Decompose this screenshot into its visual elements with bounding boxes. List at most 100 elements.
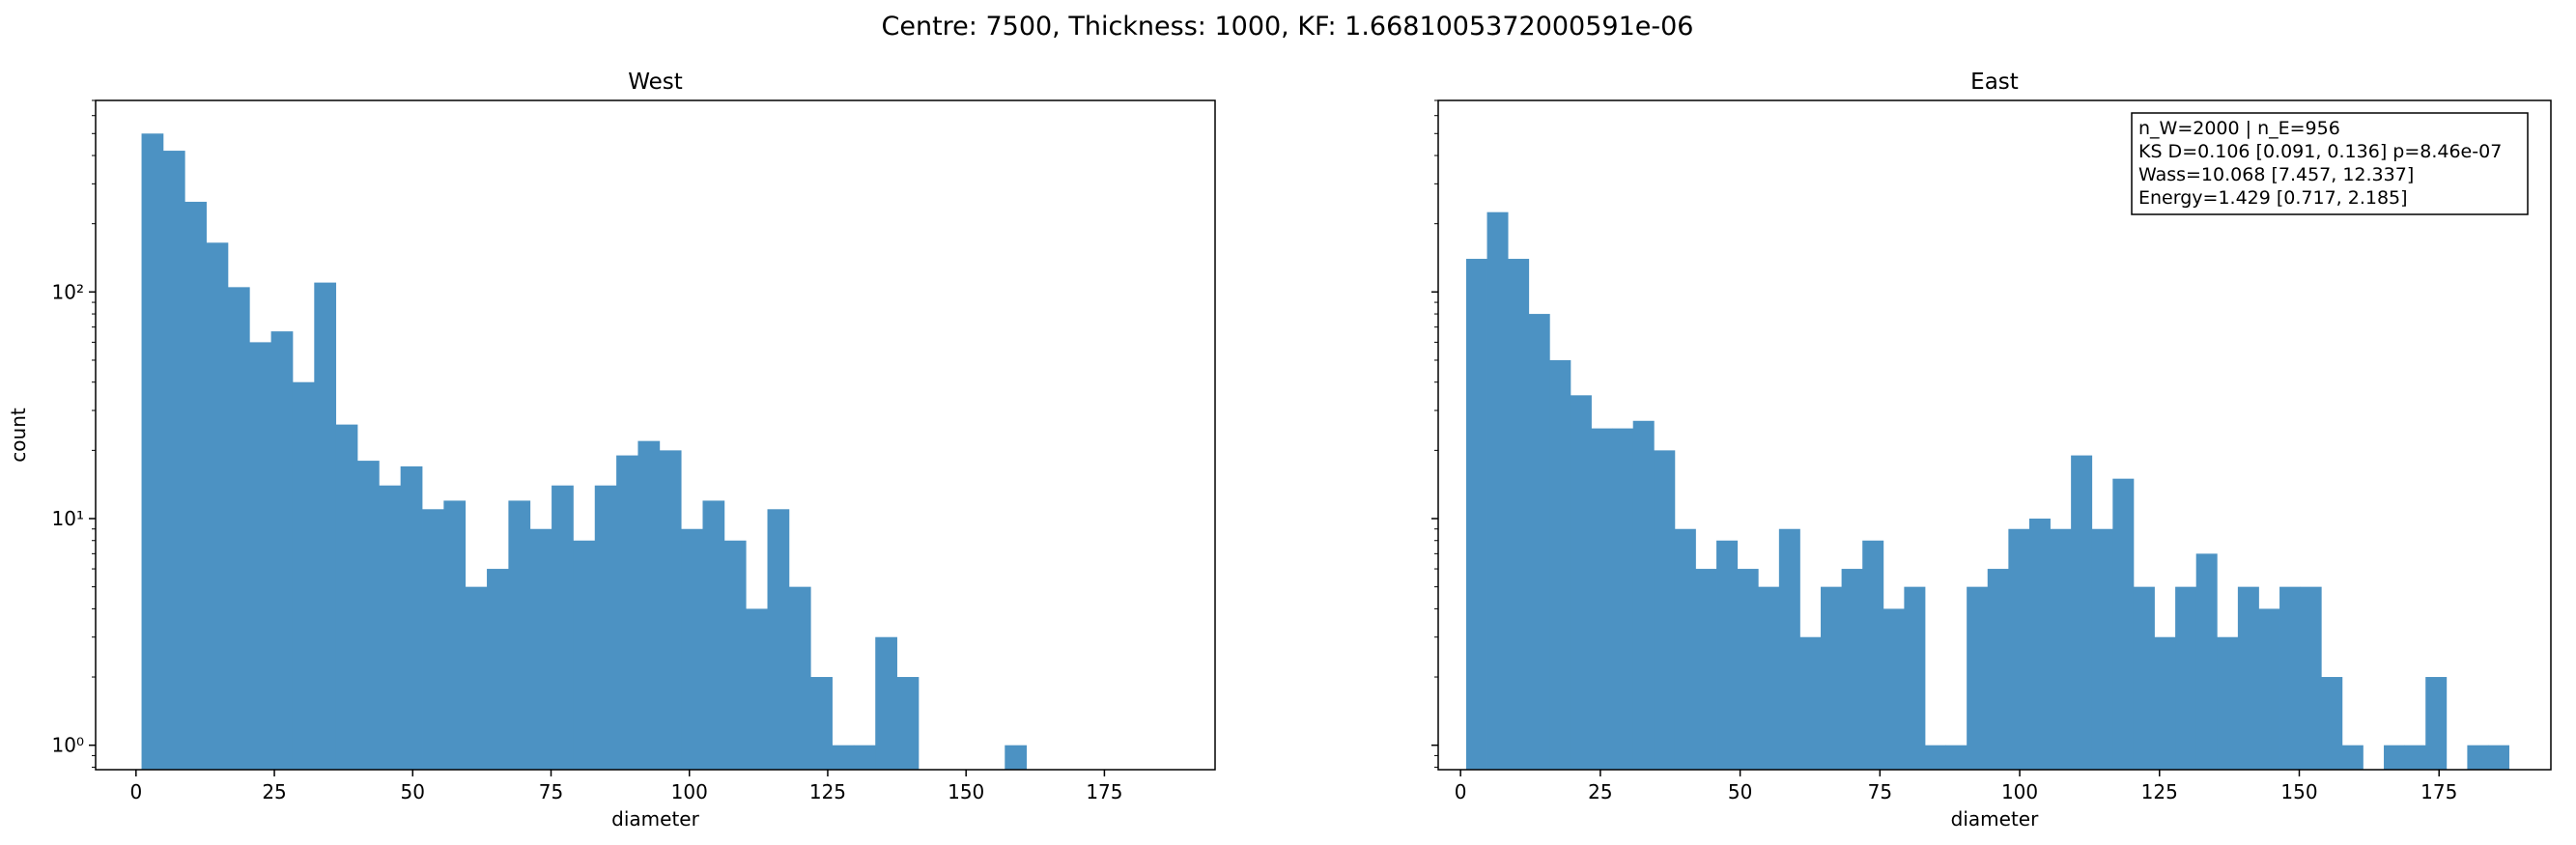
east-histogram-bar	[2028, 519, 2051, 770]
east-histogram-bar	[1716, 540, 1739, 770]
east-x-tick-label: 150	[2280, 780, 2317, 803]
east-histogram-bar	[2195, 553, 2218, 770]
east-histogram-bar	[1862, 540, 1884, 770]
east-y-ticks	[1431, 99, 1438, 768]
west-histogram-bar	[702, 500, 725, 770]
east-histogram-bar	[1924, 745, 1946, 770]
west-histogram-bar	[616, 455, 638, 770]
west-histogram-bar	[249, 342, 272, 770]
east-histogram-bar	[2008, 528, 2030, 770]
west-histogram-bar	[529, 528, 552, 770]
east-title: East	[1970, 70, 2019, 95]
west-x-axis-label: diameter	[611, 807, 699, 831]
east-histogram-bar	[2384, 745, 2406, 770]
figure-suptitle: Centre: 7500, Thickness: 1000, KF: 1.668…	[882, 12, 1694, 42]
east-histogram-bar	[1758, 586, 1780, 770]
east-x-tick-label: 100	[2001, 780, 2038, 803]
east-x-tick-label: 0	[1455, 780, 1467, 803]
west-histogram-bar	[832, 745, 855, 770]
west-y-tick-label: 10²	[52, 280, 84, 303]
east-histogram-bar	[1778, 528, 1800, 770]
west-histogram-bar	[270, 331, 294, 770]
west-histogram-bar	[206, 242, 229, 771]
east-histogram-bar	[1549, 359, 1571, 770]
east-histogram-bar	[1695, 569, 1717, 770]
east-histogram-bar	[2404, 745, 2426, 770]
east-histogram-bar	[2071, 455, 2093, 770]
west-histogram-bar	[767, 509, 790, 770]
east-axes-frame	[1437, 99, 2552, 771]
east-histogram-bar	[1508, 259, 1530, 770]
west-histogram-bar	[594, 485, 617, 770]
west-y-axis-label: count	[7, 408, 30, 463]
west-histogram-bar	[508, 500, 531, 770]
west-histogram-bar	[875, 636, 897, 770]
panel-east: 0 25 50 75 100 125 150 175 East diameter n_W=20…	[1431, 70, 2552, 831]
west-histogram-bar	[788, 586, 811, 770]
west-histogram-bar	[637, 440, 661, 770]
west-histogram-bar	[292, 381, 315, 770]
east-histogram-bar	[1821, 586, 1843, 770]
east-histogram-bar	[1904, 586, 1926, 770]
east-histogram-bar	[1570, 395, 1592, 770]
west-x-ticks: 0 25 50 75 100 125 150 175	[129, 770, 1123, 803]
west-histogram-bar	[552, 485, 574, 770]
west-histogram-bar	[681, 528, 703, 770]
west-histogram-bar	[810, 677, 833, 770]
west-histogram-bar	[379, 485, 402, 770]
west-histogram-bar	[465, 586, 488, 770]
east-histogram-bar	[1882, 608, 1905, 770]
east-histogram-bar	[2237, 586, 2259, 770]
east-histogram-bar	[1799, 636, 1822, 770]
east-histogram-bar	[1841, 569, 1863, 770]
east-histogram-bar	[1528, 314, 1550, 770]
west-histogram-bar	[335, 424, 358, 770]
west-histogram-bar	[162, 151, 185, 770]
west-histogram-bar	[1005, 745, 1028, 770]
stats-line-energy: Energy=1.429 [0.717, 2.185]	[2138, 187, 2408, 209]
east-histogram-bar	[2091, 528, 2113, 770]
west-x-tick-label: 50	[401, 780, 425, 803]
west-y-ticks: 10⁰ 10¹ 10²	[52, 99, 96, 768]
west-histogram-bar	[896, 677, 920, 770]
west-x-tick-label: 125	[809, 780, 846, 803]
west-histogram-bar	[723, 540, 747, 770]
east-histogram-bar	[2279, 586, 2302, 770]
west-histogram-bar	[443, 500, 467, 770]
east-bars	[1465, 211, 2509, 770]
east-x-tick-label: 25	[1588, 780, 1612, 803]
stats-line-ks: KS D=0.106 [0.091, 0.136] p=8.46e-07	[2138, 141, 2502, 162]
west-x-tick-label: 75	[539, 780, 563, 803]
east-histogram-bar	[1987, 569, 2009, 770]
east-histogram-bar	[1945, 745, 1967, 770]
east-histogram-bar	[1737, 569, 1759, 770]
east-histogram-bar	[2112, 478, 2135, 770]
panel-west: 10⁰ 10¹ 10² 0 25 50 75 100 125 150 175 West diame…	[7, 70, 1216, 831]
east-histogram-bar	[2175, 586, 2197, 770]
east-x-axis-label: diameter	[1951, 807, 2039, 831]
west-x-tick-label: 0	[129, 780, 142, 803]
west-histogram-bar	[422, 509, 444, 770]
east-x-tick-label: 75	[1868, 780, 1892, 803]
east-x-ticks: 0 25 50 75 100 125 150 175	[1455, 770, 2457, 803]
east-histogram-bar	[2258, 608, 2280, 770]
east-histogram-bar	[2425, 677, 2448, 770]
east-histogram-bar	[2467, 745, 2489, 770]
west-histogram-bar	[746, 608, 768, 770]
west-x-tick-label: 100	[671, 780, 708, 803]
east-histogram-bar	[2341, 745, 2364, 770]
east-histogram-bar	[1967, 586, 1989, 770]
east-histogram-bar	[2321, 677, 2343, 770]
east-histogram-bar	[1486, 211, 1509, 770]
east-histogram-bar	[2154, 636, 2176, 770]
stats-line-counts: n_W=2000 | n_E=956	[2138, 118, 2340, 139]
west-histogram-bar	[487, 569, 509, 770]
west-y-tick-label: 10⁰	[52, 734, 84, 757]
east-histogram-bar	[1632, 420, 1655, 770]
stats-box-frame	[2131, 112, 2529, 215]
east-histogram-bar	[2487, 745, 2509, 770]
west-histogram-bar	[400, 465, 423, 770]
west-x-tick-label: 25	[262, 780, 286, 803]
east-histogram-bar	[1654, 450, 1676, 770]
